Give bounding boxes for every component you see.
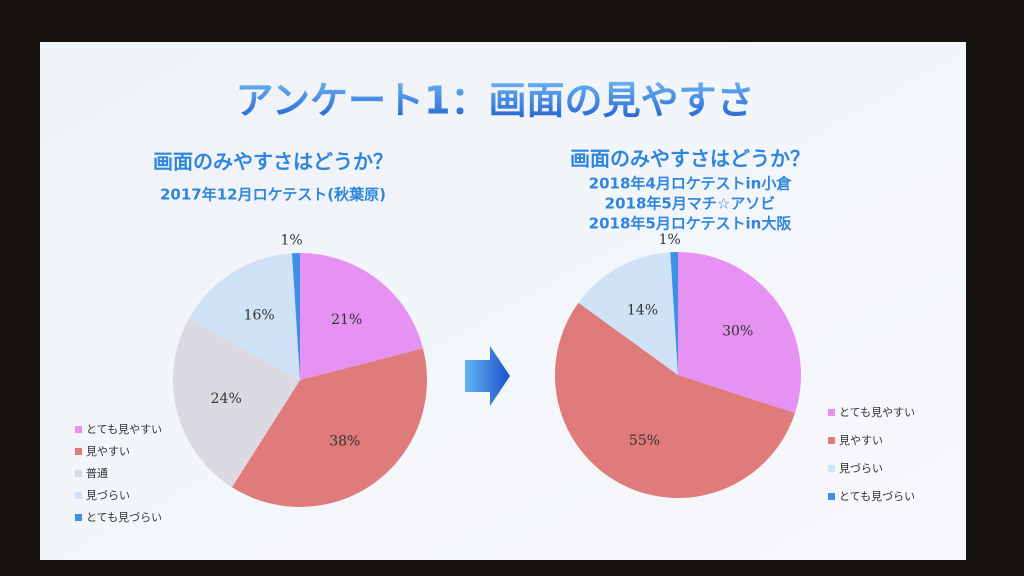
pie-slice: [292, 253, 300, 380]
legend-label: とても見づらい: [839, 490, 915, 503]
pie-slice: [578, 252, 678, 375]
slide: [40, 42, 966, 560]
legend-swatch: [828, 493, 835, 500]
legend-label: 見づらい: [86, 489, 130, 502]
data-label: 24%: [211, 391, 242, 407]
chart-title: 画面のみやすさはどうか？: [153, 150, 393, 174]
legend-label: 普通: [86, 466, 108, 480]
chart-subtitle: 2017年12月ロケテスト(秋葉原): [160, 186, 386, 204]
pie-slice: [300, 253, 424, 380]
legend-label: 見やすい: [86, 445, 130, 458]
chart-subtitle: 2018年4月ロケテストin小倉: [589, 175, 793, 193]
chart-title: 画面のみやすさはどうか？: [570, 147, 810, 171]
legend-label: 見やすい: [839, 434, 883, 447]
arrow: [465, 346, 510, 406]
legend-swatch: [75, 448, 82, 455]
data-label: 30%: [722, 324, 753, 340]
legend-label: とても見やすい: [86, 423, 162, 436]
data-label: 1%: [281, 232, 303, 248]
legend-swatch: [75, 492, 82, 499]
legend-swatch: [828, 465, 835, 472]
legend-swatch: [75, 470, 82, 477]
chart-subtitle: 2018年5月ロケテストin大阪: [589, 215, 793, 233]
legend-swatch: [828, 437, 835, 444]
legend-swatch: [75, 514, 82, 521]
legend-label: 見づらい: [839, 462, 883, 475]
data-label: 21%: [331, 312, 362, 328]
pie-slice: [188, 253, 300, 380]
data-label: 1%: [659, 232, 681, 248]
pie-slice: [670, 252, 678, 375]
data-label: 14%: [627, 302, 658, 318]
data-label: 55%: [629, 433, 660, 449]
pie-slice: [555, 302, 795, 498]
chart-subtitle: 2018年5月マチ☆アソビ: [605, 195, 776, 213]
legend-label: とても見やすい: [839, 406, 915, 419]
pie-slice: [172, 318, 300, 488]
data-label: 38%: [329, 434, 360, 450]
data-label: 16%: [244, 308, 275, 324]
legend-label: とても見づらい: [86, 511, 162, 524]
legend-swatch: [828, 409, 835, 416]
pie-slice: [678, 252, 801, 414]
pie-slice: [231, 348, 428, 507]
slide-title: アンケート1：画面の見やすさ: [236, 79, 755, 123]
legend-swatch: [75, 426, 82, 433]
